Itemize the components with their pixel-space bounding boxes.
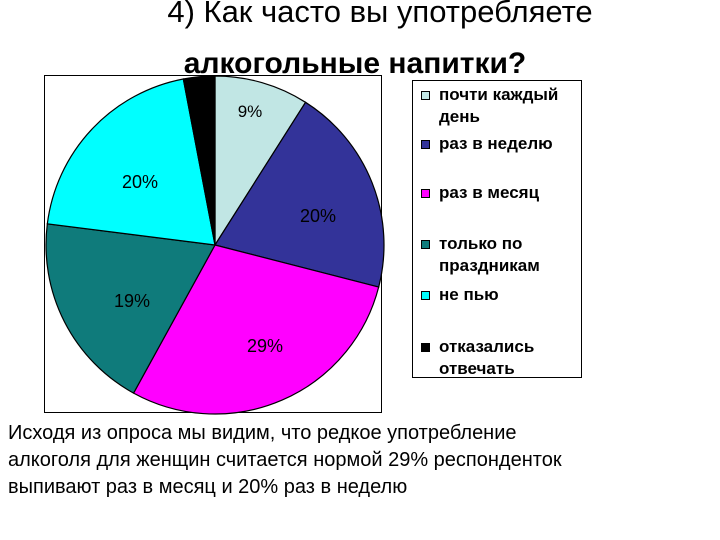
legend-label: раз в неделю bbox=[439, 134, 553, 153]
pie-slice-do-not-drink bbox=[46, 78, 216, 246]
conclusion-text: Исходя из опроса мы видим, что редкое уп… bbox=[8, 422, 562, 498]
legend-label: не пью bbox=[439, 285, 499, 304]
chart-legend: почти каждый день раз в неделю раз в мес… bbox=[412, 80, 582, 378]
data-label-weekly: 20% bbox=[300, 206, 336, 226]
legend-swatch bbox=[421, 140, 430, 149]
legend-label: раз в месяц bbox=[439, 183, 540, 202]
data-label-holidays: 19% bbox=[114, 291, 150, 311]
data-label-every-day: 9% bbox=[238, 102, 263, 121]
legend-label: только по праздникам bbox=[439, 234, 540, 275]
data-label-do-not-drink: 20% bbox=[122, 172, 158, 192]
pie-slice-refused bbox=[182, 75, 216, 246]
pie-slice-holidays bbox=[45, 223, 216, 394]
legend-swatch bbox=[421, 91, 430, 100]
data-label-monthly: 29% bbox=[247, 336, 283, 356]
pie-slice-every-day bbox=[214, 75, 307, 248]
legend-swatch bbox=[421, 291, 430, 300]
legend-label: отказались отвечать bbox=[439, 337, 535, 378]
legend-label: почти каждый день bbox=[439, 85, 559, 126]
legend-swatch bbox=[421, 343, 430, 352]
pie-slice-monthly bbox=[132, 244, 380, 415]
legend-swatch bbox=[421, 240, 430, 249]
slide-title-line2: алкогольные напитки? bbox=[183, 47, 527, 80]
slide-title-line1: 4) Как часто вы употребляете bbox=[167, 0, 593, 29]
data-label-refused: 3% bbox=[187, 87, 209, 104]
pie-slice-weekly bbox=[214, 101, 385, 288]
legend-swatch bbox=[421, 189, 430, 198]
